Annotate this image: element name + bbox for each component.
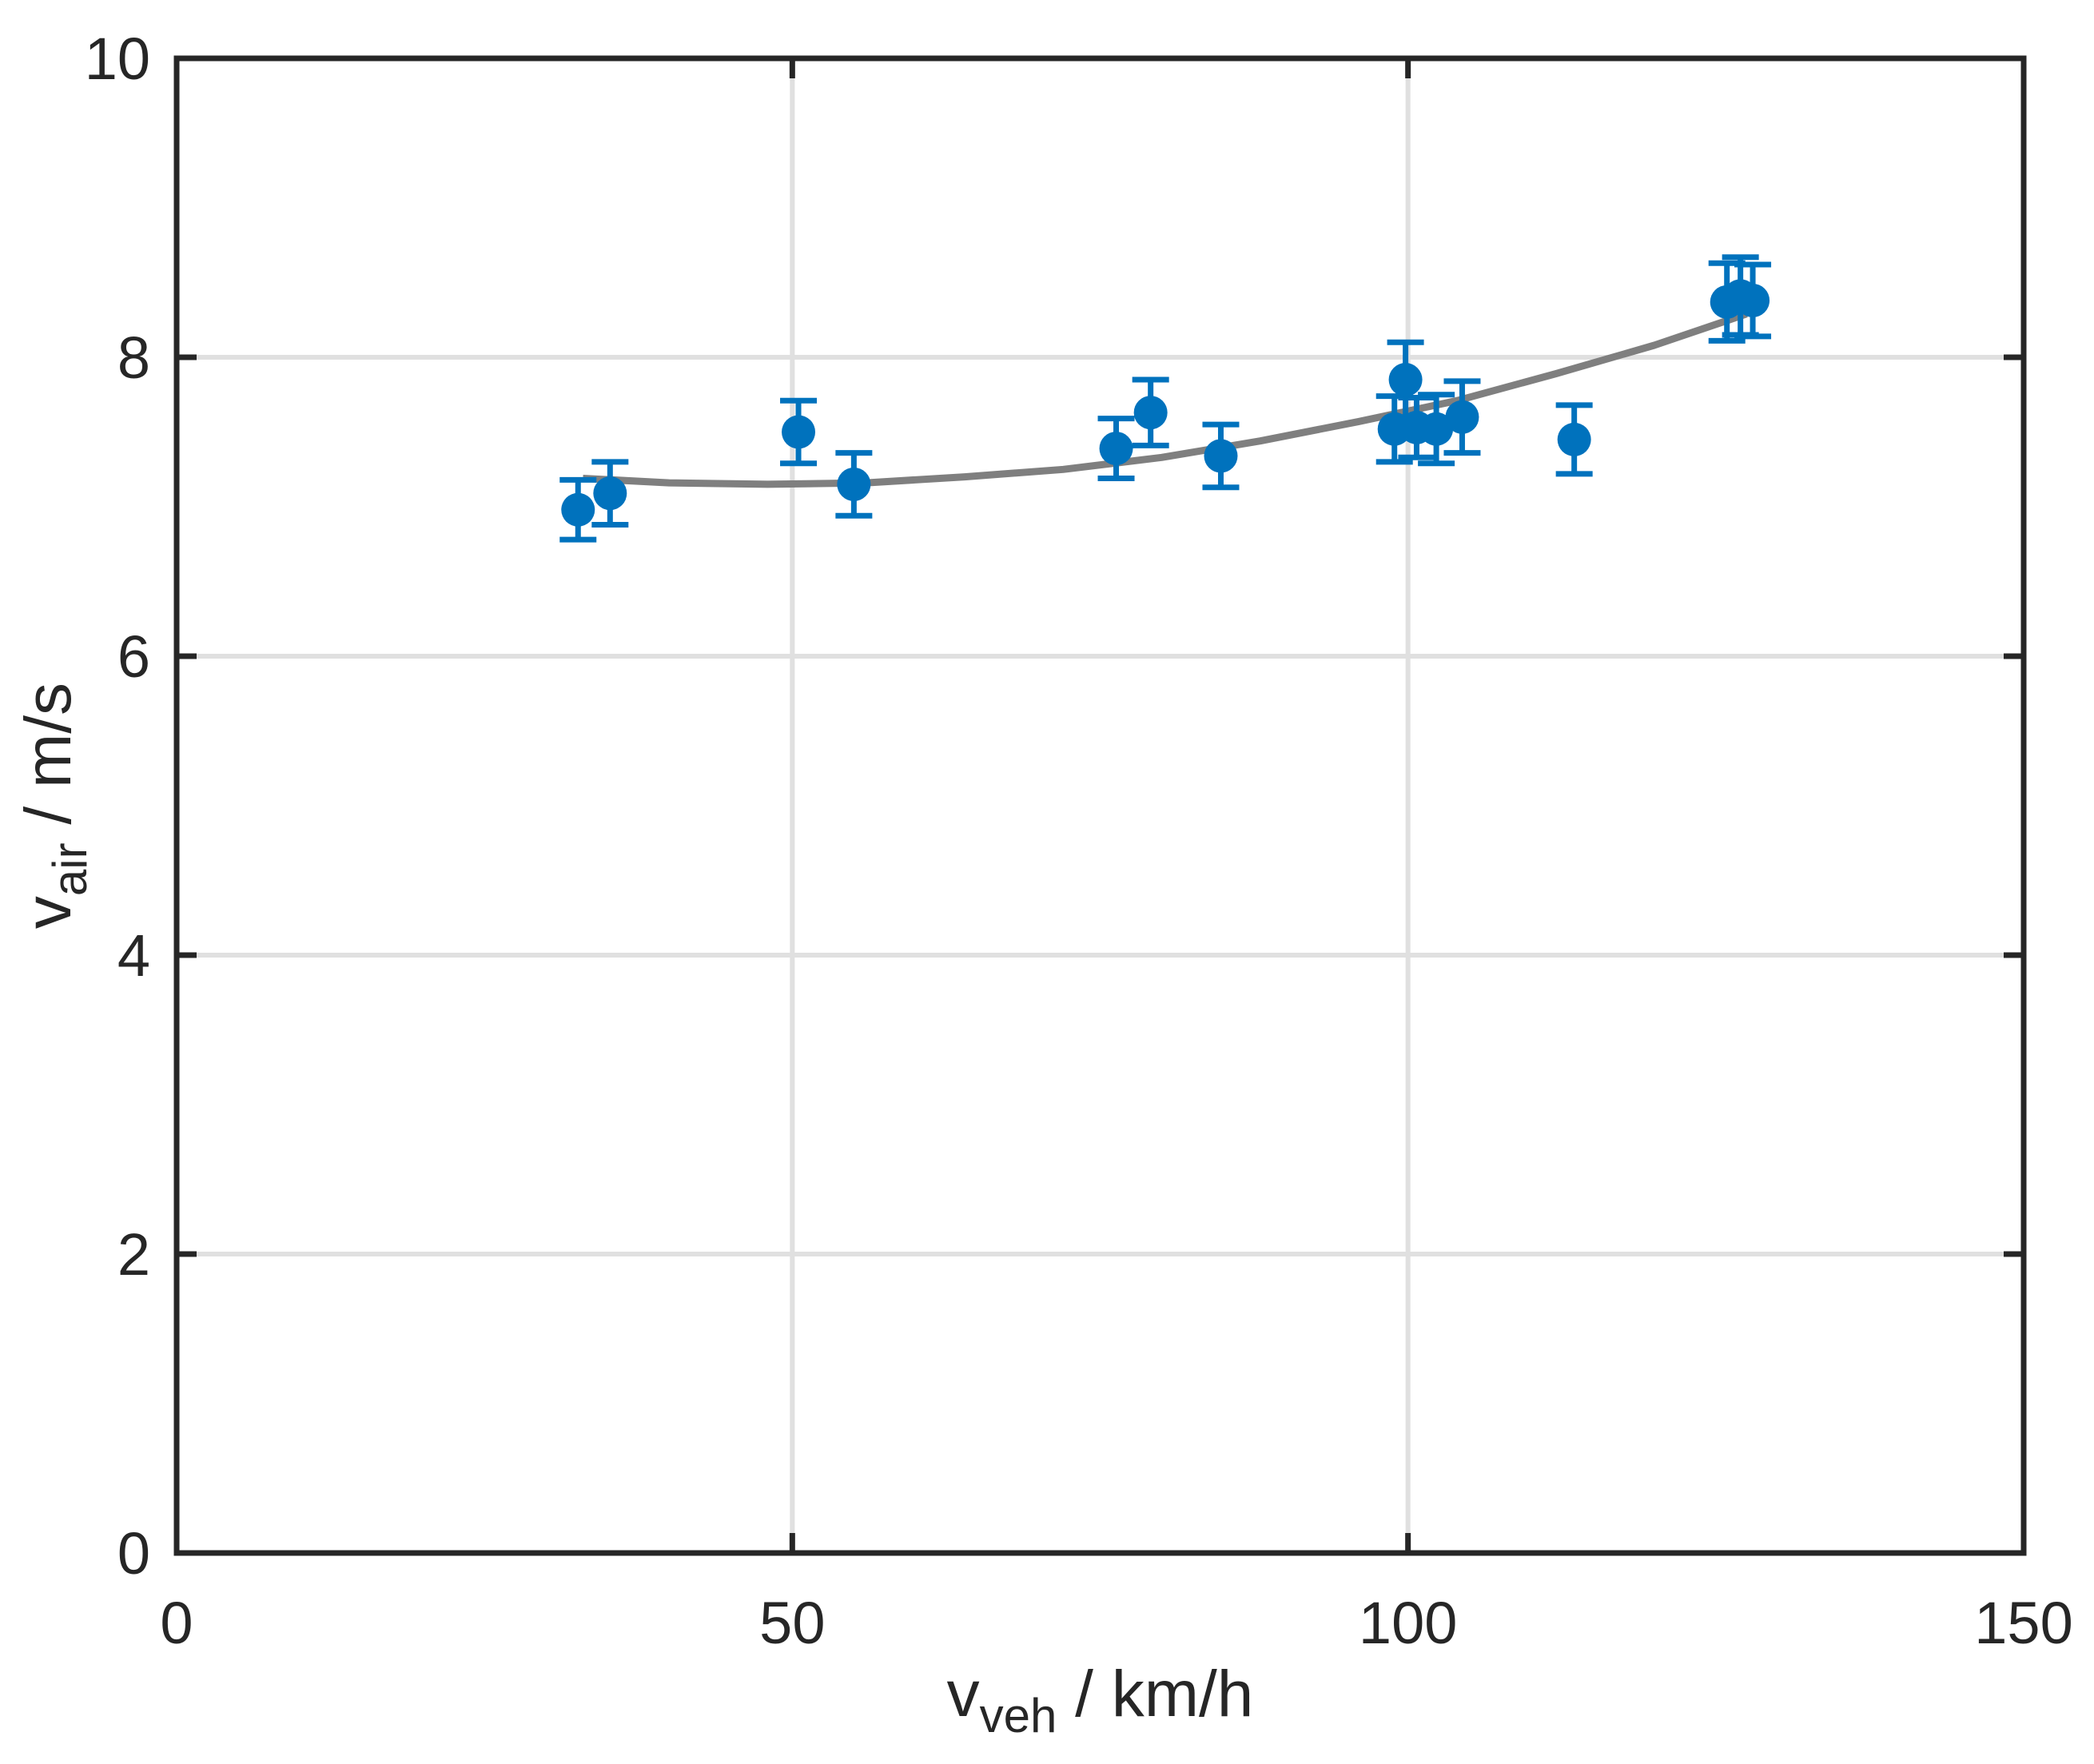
data-point-marker xyxy=(1736,283,1770,317)
fit-line xyxy=(583,310,1748,488)
y-tick-label: 2 xyxy=(117,1221,150,1288)
y-tick-label: 0 xyxy=(117,1520,150,1587)
data-point-marker xyxy=(561,492,595,527)
y-tick-label: 8 xyxy=(117,325,150,391)
y-tick-label: 4 xyxy=(117,922,150,989)
plot-border xyxy=(173,55,2027,1556)
data-point-marker xyxy=(1419,412,1454,446)
data-point-marker xyxy=(593,476,627,511)
data-point-marker xyxy=(1557,422,1591,456)
data-point-marker xyxy=(1445,400,1479,434)
x-axis-label: vveh / km/h xyxy=(947,1658,1254,1742)
data-point-marker xyxy=(837,467,871,501)
x-tick-label: 50 xyxy=(759,1590,825,1656)
data-point-marker xyxy=(1099,432,1133,466)
data-point-marker xyxy=(1204,439,1238,473)
data-point-marker xyxy=(1133,396,1168,430)
y-tick-label: 6 xyxy=(117,623,150,690)
x-tick-label: 150 xyxy=(1974,1590,2072,1656)
data-point-marker xyxy=(1388,363,1423,397)
x-tick-label: 0 xyxy=(160,1590,193,1656)
x-tick-label: 100 xyxy=(1359,1590,1457,1656)
data-point-marker xyxy=(782,415,816,449)
y-axis-label: vair / m/s xyxy=(12,683,97,929)
y-tick-label: 10 xyxy=(85,26,150,92)
